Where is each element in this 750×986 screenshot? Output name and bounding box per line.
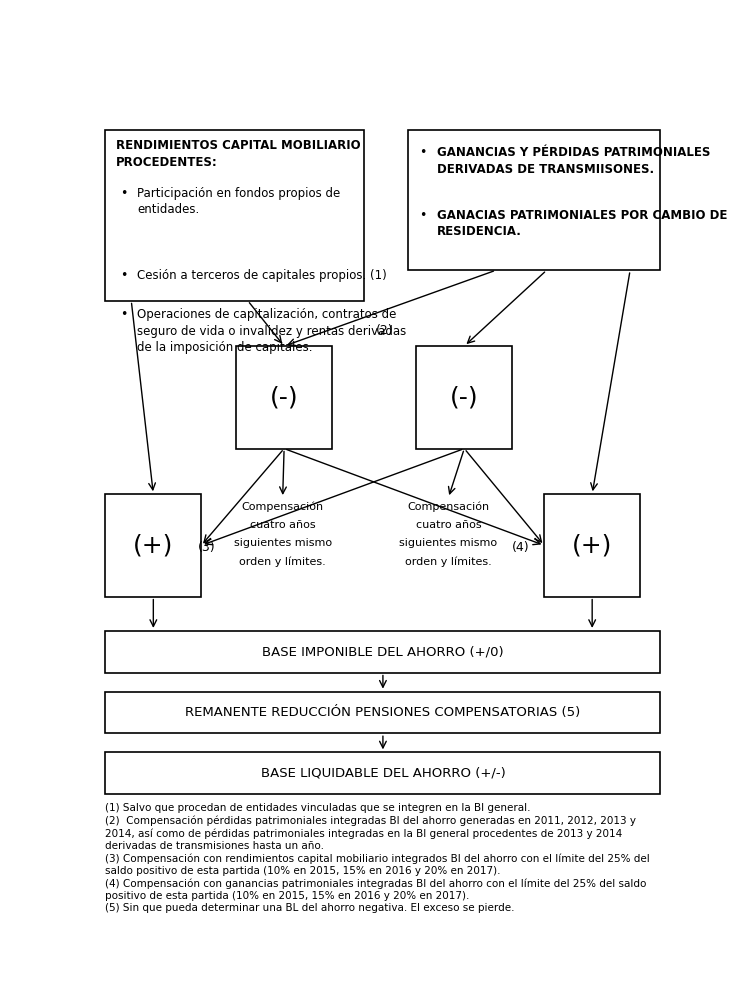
Bar	[105, 752, 661, 794]
Text: •: •	[120, 268, 128, 282]
Bar	[105, 494, 201, 597]
Text: (-): (-)	[450, 386, 478, 409]
Text: RENDIMIENTOS CAPITAL MOBILIARIO
PROCEDENTES:: RENDIMIENTOS CAPITAL MOBILIARIO PROCEDEN…	[116, 139, 361, 169]
Text: orden y límites.: orden y límites.	[239, 556, 326, 567]
Text: •: •	[419, 146, 427, 160]
Text: Operaciones de capitalización, contratos de
seguro de vida o invalidez y rentas : Operaciones de capitalización, contratos…	[137, 308, 407, 354]
Text: •: •	[419, 209, 427, 222]
Text: derivadas de transmisiones hasta un año.: derivadas de transmisiones hasta un año.	[105, 841, 324, 851]
Text: positivo de esta partida (10% en 2015, 15% en 2016 y 20% en 2017).: positivo de esta partida (10% en 2015, 1…	[105, 890, 470, 901]
Text: (3) Compensación con rendimientos capital mobiliario integrados BI del ahorro co: (3) Compensación con rendimientos capita…	[105, 853, 650, 864]
Text: (+): (+)	[572, 533, 612, 557]
Text: siguientes mismo: siguientes mismo	[399, 538, 497, 548]
Text: (-): (-)	[270, 386, 298, 409]
Bar	[105, 691, 661, 734]
Text: GANACIAS PATRIMONIALES POR CAMBIO DE
RESIDENCIA.: GANACIAS PATRIMONIALES POR CAMBIO DE RES…	[436, 209, 727, 239]
Text: (1) Salvo que procedan de entidades vinculadas que se integren en la BI general.: (1) Salvo que procedan de entidades vinc…	[105, 804, 531, 813]
Bar	[236, 346, 332, 449]
Text: BASE LIQUIDABLE DEL AHORRO (+/-): BASE LIQUIDABLE DEL AHORRO (+/-)	[260, 767, 506, 780]
Bar	[544, 494, 640, 597]
Text: 2014, así como de pérdidas patrimoniales integradas en la BI general procedentes: 2014, así como de pérdidas patrimoniales…	[105, 828, 622, 839]
Text: (+): (+)	[134, 533, 173, 557]
Text: (3): (3)	[198, 540, 216, 554]
Text: Cesión a terceros de capitales propios. (1): Cesión a terceros de capitales propios. …	[137, 268, 387, 282]
Text: •: •	[120, 308, 128, 321]
Text: Compensación: Compensación	[407, 502, 489, 512]
Text: (2): (2)	[376, 324, 393, 337]
Text: (4): (4)	[512, 540, 529, 554]
Text: BASE IMPONIBLE DEL AHORRO (+/0): BASE IMPONIBLE DEL AHORRO (+/0)	[262, 645, 504, 659]
Bar	[416, 346, 512, 449]
Text: (5) Sin que pueda determinar una BL del ahorro negativa. El exceso se pierde.: (5) Sin que pueda determinar una BL del …	[105, 903, 515, 913]
Text: Participación en fondos propios de
entidades.: Participación en fondos propios de entid…	[137, 186, 340, 216]
Text: saldo positivo de esta partida (10% en 2015, 15% en 2016 y 20% en 2017).: saldo positivo de esta partida (10% en 2…	[105, 866, 501, 876]
Text: GANANCIAS Y PÉRDIDAS PATRIMONIALES
DERIVADAS DE TRANSMIISONES.: GANANCIAS Y PÉRDIDAS PATRIMONIALES DERIV…	[436, 146, 710, 176]
Text: orden y límites.: orden y límites.	[405, 556, 492, 567]
Bar	[105, 631, 661, 672]
Text: siguientes mismo: siguientes mismo	[233, 538, 332, 548]
Bar	[105, 130, 364, 301]
Text: (2)  Compensación pérdidas patrimoniales integradas BI del ahorro generadas en 2: (2) Compensación pérdidas patrimoniales …	[105, 815, 636, 826]
Text: (4) Compensación con ganancias patrimoniales integradas BI del ahorro con el lím: (4) Compensación con ganancias patrimoni…	[105, 879, 646, 888]
Text: •: •	[120, 186, 128, 199]
Text: cuatro años: cuatro años	[416, 520, 482, 529]
Text: REMANENTE REDUCCIÓN PENSIONES COMPENSATORIAS (5): REMANENTE REDUCCIÓN PENSIONES COMPENSATO…	[185, 706, 580, 719]
Bar	[408, 130, 661, 270]
Text: Compensación: Compensación	[242, 502, 324, 512]
Text: cuatro años: cuatro años	[250, 520, 316, 529]
